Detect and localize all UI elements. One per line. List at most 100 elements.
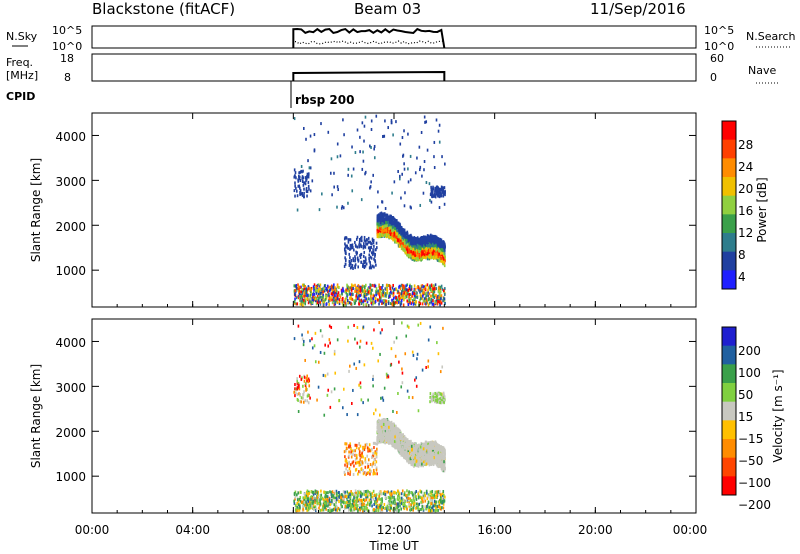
data-cell (423, 249, 426, 253)
data-cell (383, 502, 386, 506)
data-cell (381, 232, 384, 236)
data-cell (413, 493, 416, 497)
data-cell (336, 155, 339, 159)
data-cell (423, 168, 425, 172)
data-cell (297, 491, 300, 495)
data-cell (314, 285, 317, 289)
data-cell (360, 236, 362, 240)
data-cell (365, 498, 368, 502)
data-cell (361, 239, 363, 243)
data-cell (357, 499, 360, 503)
data-cell (363, 498, 365, 502)
data-cell (319, 508, 322, 512)
data-cell (345, 236, 348, 240)
data-cell (395, 296, 398, 300)
data-cell (432, 302, 434, 306)
data-cell (416, 241, 419, 245)
data-cell (334, 289, 337, 293)
data-cell (295, 509, 298, 513)
data-cell (382, 212, 384, 216)
nsky-panel: N.Sky 10^5 10^0 10^5 10^0 N.Search (6, 24, 796, 53)
station-title: Blackstone (fitACF) (92, 0, 235, 18)
data-cell (297, 285, 300, 289)
data-cell (310, 490, 313, 494)
data-cell (405, 284, 407, 288)
data-cell (435, 239, 438, 243)
data-cell (347, 167, 350, 171)
data-cell (377, 298, 379, 302)
data-cell (415, 506, 417, 510)
data-cell (301, 283, 304, 287)
data-cell (375, 263, 377, 267)
data-cell (414, 242, 417, 246)
data-cell (386, 490, 389, 494)
data-cell (396, 502, 399, 506)
data-cell (416, 243, 419, 247)
data-cell (384, 213, 387, 217)
data-cell (444, 302, 446, 306)
data-cell (313, 283, 316, 287)
data-cell (306, 194, 308, 198)
data-cell (359, 490, 362, 494)
data-cell (421, 296, 423, 300)
data-cell (370, 288, 373, 292)
data-cell (369, 261, 371, 265)
data-cell (442, 244, 445, 248)
data-cell (435, 299, 438, 303)
data-cell (438, 259, 441, 263)
data-cell (397, 498, 400, 502)
data-cell (408, 492, 410, 496)
data-cell (402, 504, 405, 508)
data-cell (335, 501, 337, 505)
data-cell (406, 507, 408, 511)
data-cell (372, 294, 375, 298)
data-cell (424, 235, 427, 239)
data-cell (375, 241, 378, 245)
data-cell (363, 265, 366, 269)
data-cell (428, 509, 430, 513)
data-cell (295, 176, 297, 180)
data-cell (391, 220, 394, 224)
data-cell (381, 230, 383, 234)
data-cell (333, 291, 336, 295)
data-cell (356, 128, 359, 132)
data-cell (294, 503, 297, 507)
data-cell (347, 201, 349, 205)
data-cell (378, 285, 380, 289)
power-axes (91, 113, 697, 307)
data-cell (396, 507, 399, 511)
data-cell (422, 249, 425, 253)
data-cell (304, 182, 307, 186)
data-cell (346, 246, 349, 250)
data-cell (432, 238, 435, 242)
data-cell (366, 242, 369, 246)
data-cell (353, 302, 356, 306)
data-cell (402, 237, 405, 241)
data-cell (370, 498, 372, 502)
data-cell (364, 506, 366, 510)
data-cell (306, 175, 308, 179)
data-cell (378, 232, 381, 236)
data-cell (327, 299, 330, 303)
data-cell (427, 303, 430, 307)
data-cell (391, 298, 393, 302)
data-cell (350, 283, 353, 287)
data-cell (402, 498, 405, 502)
data-cell (331, 301, 334, 305)
data-cell (432, 185, 434, 189)
data-cell (442, 254, 445, 258)
data-cell (306, 293, 309, 297)
data-cell (310, 495, 313, 499)
data-cell (350, 262, 352, 266)
data-cell (401, 236, 403, 240)
data-cell (341, 292, 343, 296)
data-cell (434, 247, 436, 251)
data-cell (370, 266, 373, 270)
data-cell (423, 239, 426, 243)
data-cell (302, 303, 304, 307)
data-cell (396, 497, 399, 501)
data-cell (329, 297, 331, 301)
data-cell (314, 489, 317, 493)
data-cell (380, 507, 382, 511)
data-cell (400, 244, 403, 248)
